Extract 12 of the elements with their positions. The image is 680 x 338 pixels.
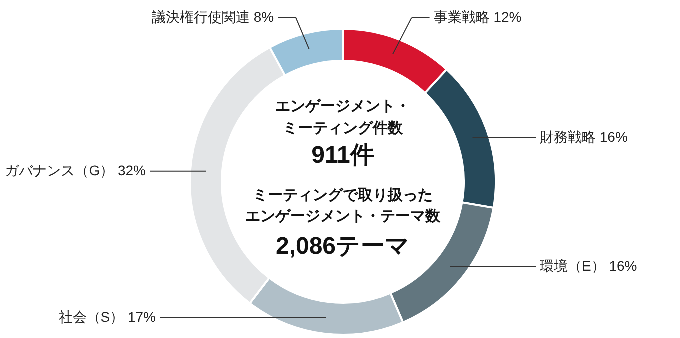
slice-label: 事業戦略 12%	[434, 9, 522, 25]
slice-label: 議決権行使関連 8%	[152, 9, 274, 25]
slice-label: 財務戦略 16%	[540, 129, 628, 146]
text: エンゲージメント・	[276, 98, 410, 115]
text: ミーティングで取り扱った	[253, 187, 433, 204]
text: ミーティング件数	[283, 120, 404, 137]
text: 911件	[312, 142, 374, 169]
slice-label: 環境（E） 16%	[540, 258, 638, 274]
text: 2,086テーマ	[276, 233, 410, 260]
slice-label: ガバナンス（G） 32%	[5, 162, 146, 178]
slice-label: 社会（S） 17%	[58, 308, 156, 325]
text: エンゲージメント・テーマ数	[246, 208, 442, 225]
